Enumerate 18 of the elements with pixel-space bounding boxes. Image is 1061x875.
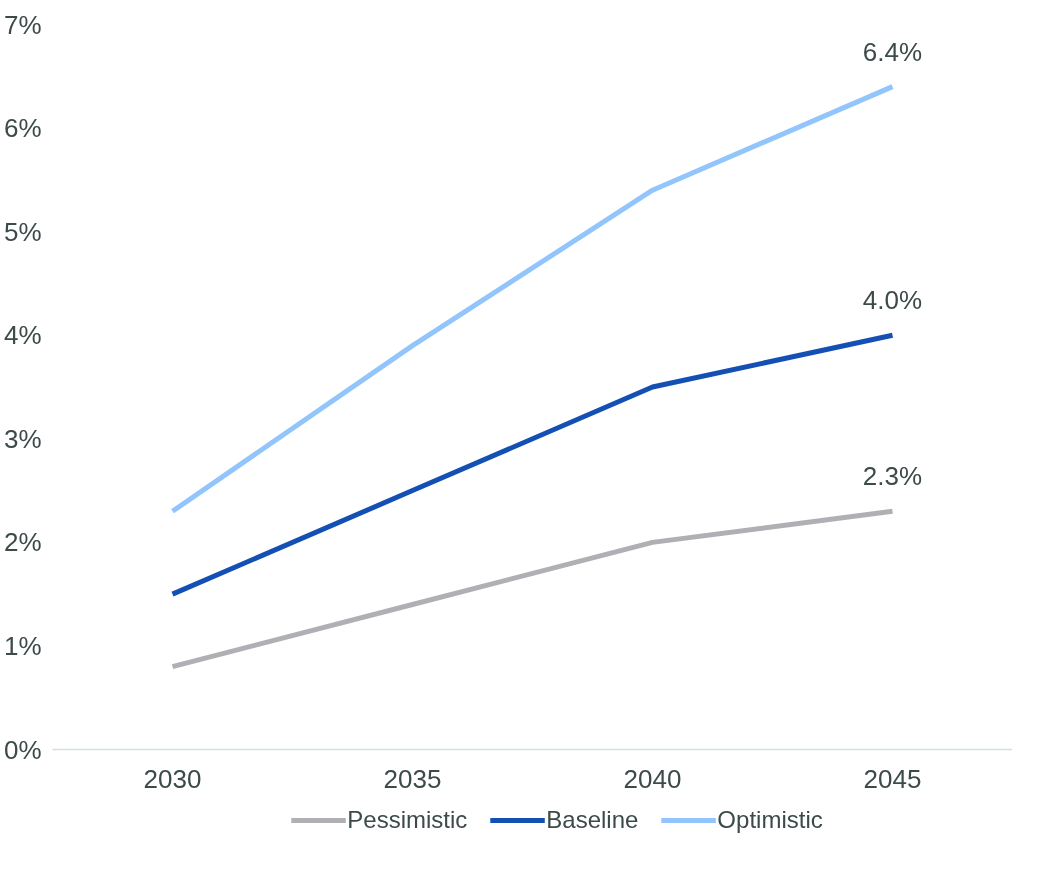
data-label: 2.3% — [862, 461, 923, 492]
legend-label: Pessimistic — [347, 806, 468, 834]
data-label: 6.4% — [862, 36, 923, 67]
data-label: 4.0% — [862, 285, 923, 316]
legend-label: Baseline — [546, 806, 639, 834]
y-tick-label: 2% — [3, 527, 42, 558]
x-tick-label: 2035 — [383, 763, 442, 794]
x-tick-label: 2040 — [623, 763, 682, 794]
y-tick-label: 0% — [3, 734, 42, 765]
y-tick-label: 5% — [3, 216, 42, 247]
y-tick-label: 4% — [3, 320, 42, 351]
x-tick-label: 2045 — [863, 763, 922, 794]
y-tick-label: 1% — [3, 630, 42, 661]
y-tick-label: 3% — [3, 423, 42, 454]
y-tick-label: 6% — [3, 113, 42, 144]
x-tick-label: 2030 — [143, 763, 202, 794]
y-tick-label: 7% — [3, 9, 42, 40]
legend-label: Optimistic — [717, 806, 823, 834]
